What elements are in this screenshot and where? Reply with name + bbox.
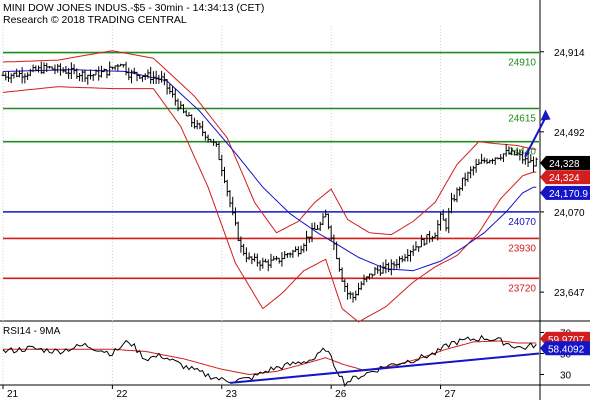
price-badge-label-0: 24,328 [549,159,580,170]
x-tick-label-4: 27 [445,389,457,400]
copyright-text: Research © 2018 TRADING CENTRAL [3,14,187,26]
rsi-trendline [229,352,540,384]
x-tick-label-1: 22 [116,389,128,400]
y-tick-label-0: 24,914 [554,48,585,59]
price-badge-bg-1 [546,170,590,185]
price-badge-bg-2 [546,185,590,200]
trend-arrow-head [540,109,551,121]
bollinger-lower-line [2,86,537,323]
rsi-tick-label-2: 30 [560,371,572,382]
price-badge-bg-0 [546,155,590,170]
rsi-title: RSI14 - 9MA [3,326,61,337]
price-badge-pointer-1 [540,170,546,185]
x-tick-label-0: 21 [7,389,19,400]
rsi-badge-pointer-0 [540,331,546,346]
moving-average-line [2,69,537,272]
rsi-badge-bg-1 [546,341,590,356]
level-label-23720: 23720 [508,283,536,294]
y-tick-label-1: 24,492 [554,128,585,139]
rsi-badge-label-1: 58.4092 [548,344,585,355]
bollinger-upper-line [2,50,537,236]
y-tick-label-2: 24,070 [554,208,585,219]
level-label-24070: 24070 [508,217,536,228]
x-tick-label-3: 26 [335,389,347,400]
rsi-badge-label-0: 59.9707 [548,335,585,346]
level-label-23930: 23930 [508,243,536,254]
level-label-24910: 24910 [508,58,536,69]
y-tick-label-3: 23,647 [554,288,585,299]
trend-arrow-shaft [524,116,547,158]
price-badge-label-1: 24,324 [549,173,580,184]
price-badge-pointer-2 [540,185,546,200]
rsi-badge-pointer-1 [540,341,546,356]
price-badge-label-2: 24,170.9 [549,189,588,200]
chart-title: MINI DOW JONES INDUS.-$5 - 30min - 14:34… [3,2,265,14]
price-badge-pointer-0 [540,155,546,170]
rsi-line [2,334,537,388]
x-tick-label-2: 23 [226,389,238,400]
level-label-24615: 24615 [508,114,536,125]
